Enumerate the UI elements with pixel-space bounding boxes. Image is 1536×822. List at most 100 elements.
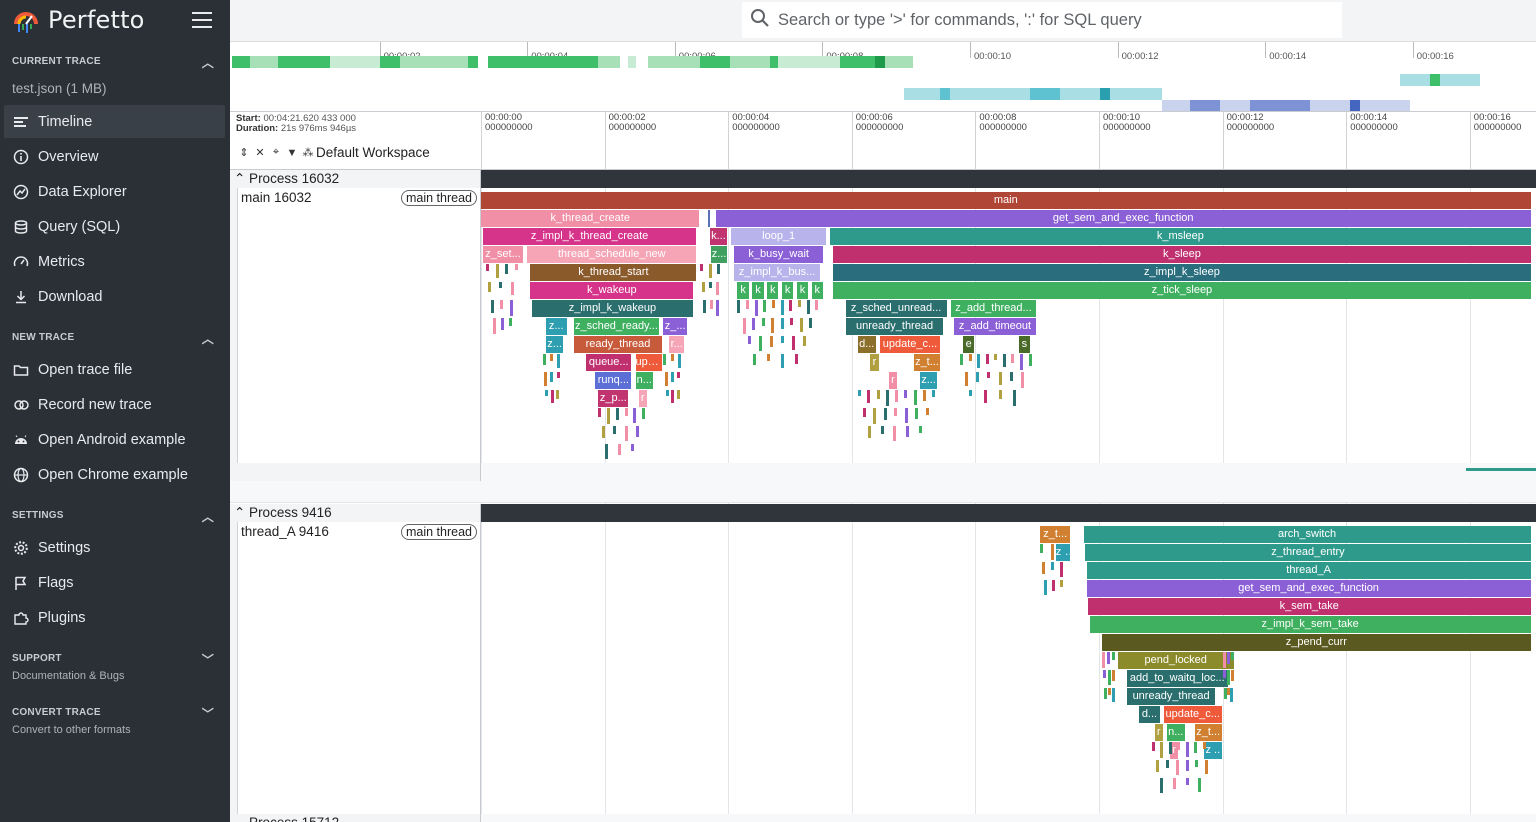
trace-slice[interactable]: k <box>767 282 779 299</box>
trace-slice[interactable]: r... <box>669 336 684 353</box>
thread-track-header[interactable]: main 16032 main thread <box>238 188 481 463</box>
overview-timeline[interactable]: 00:00:0200:00:0400:00:0600:00:0800:00:10… <box>230 42 1536 112</box>
trace-slice[interactable]: z_tick_sleep <box>833 282 1531 299</box>
trace-slice[interactable]: r <box>638 390 647 407</box>
sidebar-item-plugins[interactable]: Plugins <box>4 601 225 634</box>
trace-slice[interactable]: s <box>1018 336 1031 353</box>
trace-slice[interactable]: add_to_waitq_loc... <box>1126 670 1228 687</box>
sidebar-item-overview[interactable]: Overview <box>4 140 225 173</box>
trace-slice[interactable]: d... <box>1139 706 1160 723</box>
section-convert-trace[interactable]: CONVERT TRACE ﹀ <box>12 707 214 721</box>
trace-slice[interactable]: k_thread_start <box>530 264 697 281</box>
trace-slice[interactable]: k <box>752 282 764 299</box>
trace-slice[interactable]: r <box>870 354 879 371</box>
search-input[interactable] <box>778 10 1318 30</box>
trace-slice[interactable]: z_sched_ready... <box>573 318 660 335</box>
trace-slice[interactable]: upd... <box>635 354 663 371</box>
trace-slice[interactable]: k <box>737 282 749 299</box>
trace-slice[interactable]: runq... <box>595 372 632 389</box>
trace-slice[interactable]: k_thread_create <box>481 210 700 227</box>
section-settings[interactable]: SETTINGS ︿ <box>12 510 214 524</box>
trace-slice[interactable]: z_impl_k_wakeup <box>531 300 694 317</box>
trace-slice[interactable]: k <box>781 282 794 299</box>
process-name[interactable]: ⌃ Process 9416 <box>230 504 481 522</box>
trace-slice[interactable]: z_t... <box>913 354 941 371</box>
trace-slice[interactable]: r <box>1154 724 1163 741</box>
track-area[interactable]: ⌃ Process 16032 main 16032 main thread main… <box>230 170 1536 822</box>
trace-slice[interactable] <box>708 210 711 227</box>
trace-slice[interactable]: ready_thread <box>573 336 663 353</box>
trace-slice[interactable]: r <box>888 372 898 389</box>
trace-slice[interactable]: z_impl_k_sleep <box>833 264 1531 281</box>
trace-slice[interactable]: main <box>481 192 1531 209</box>
trace-slice[interactable]: z_add_timeout <box>953 318 1037 335</box>
trace-slice[interactable]: z... <box>545 318 567 335</box>
trace-slice[interactable]: z_impl_k_sem_take <box>1089 616 1531 633</box>
sidebar-item-open-trace-file[interactable]: Open trace file <box>4 353 225 386</box>
trace-slice[interactable]: r <box>1170 742 1179 759</box>
sidebar-item-open-chrome-example[interactable]: Open Chrome example <box>4 458 225 491</box>
section-support[interactable]: SUPPORT ﹀ <box>12 653 214 667</box>
trace-slice[interactable]: z_impl_k_bus... <box>734 264 820 281</box>
trace-slice[interactable]: thread_A <box>1086 562 1531 579</box>
trace-slice[interactable]: z_sched_unread... <box>845 300 947 317</box>
trace-slice[interactable]: get_sem_and_exec_function <box>715 210 1531 227</box>
trace-slice[interactable]: n... <box>635 372 654 389</box>
collapse-all-icon[interactable]: ✕ <box>255 147 265 159</box>
trace-slice[interactable]: k_sem_take <box>1087 598 1531 615</box>
section-current-trace[interactable]: CURRENT TRACE ︿ <box>12 56 214 70</box>
sidebar-item-settings[interactable]: Settings <box>4 531 225 564</box>
sidebar-item-metrics[interactable]: Metrics <box>4 245 225 278</box>
trace-slice[interactable]: d... <box>857 336 876 353</box>
sidebar-item-open-android-example[interactable]: Open Android example <box>4 423 225 456</box>
trace-slice[interactable]: unready_thread <box>845 318 944 335</box>
trace-slice[interactable]: z_thread_entry <box>1085 544 1531 561</box>
trace-slice[interactable]: z_set... <box>482 246 524 263</box>
trace-slice[interactable]: update_c... <box>1163 706 1222 723</box>
trace-slice[interactable]: k <box>796 282 809 299</box>
trace-slice[interactable]: k <box>811 282 823 299</box>
trace-slice[interactable]: k_wakeup <box>530 282 694 299</box>
unpin-icon[interactable]: ⌖ <box>272 146 280 158</box>
trace-slice[interactable]: unready_thread <box>1126 688 1216 705</box>
workspace-name[interactable]: Default Workspace <box>316 145 430 160</box>
trace-slice[interactable]: z_p... <box>598 390 629 407</box>
trace-slice[interactable]: arch_switch <box>1083 526 1531 543</box>
sidebar-item-timeline[interactable]: Timeline <box>4 105 225 138</box>
process-name[interactable]: ⌄ Process 15712 <box>230 814 481 822</box>
trace-slice[interactable]: z... <box>919 372 938 389</box>
trace-slice[interactable]: z_add_thread... <box>950 300 1037 317</box>
sidebar-item-data-explorer[interactable]: Data Explorer <box>4 175 225 208</box>
trace-slice[interactable]: z... <box>710 246 728 263</box>
process-header[interactable]: ⌃ Process 9416 <box>230 504 1536 522</box>
trace-slice[interactable]: pend_locked <box>1117 652 1234 669</box>
trace-slice[interactable]: loop_1 <box>731 228 827 245</box>
trace-slice[interactable]: queue... <box>586 354 632 371</box>
sidebar-item-download[interactable]: Download <box>4 280 225 313</box>
sidebar-item-query[interactable]: Query (SQL) <box>4 210 225 243</box>
section-new-trace[interactable]: NEW TRACE ︿ <box>12 332 214 346</box>
trace-slice[interactable]: update_c... <box>879 336 941 353</box>
trace-slice[interactable]: z... <box>545 336 564 353</box>
trace-slice[interactable]: z_t... <box>1040 526 1071 543</box>
process-header[interactable]: ⌃ Process 16032 <box>230 170 1536 188</box>
menu-toggle-button[interactable] <box>192 12 212 28</box>
trace-slice[interactable]: n... <box>1166 724 1185 741</box>
sidebar-item-flags[interactable]: Flags <box>4 566 225 599</box>
trace-slice[interactable]: get_sem_and_exec_function <box>1086 580 1531 597</box>
omnibox[interactable] <box>742 2 1342 38</box>
trace-slice[interactable]: z_... <box>663 318 688 335</box>
trace-slice[interactable]: thread_schedule_new <box>527 246 697 263</box>
trace-slice[interactable]: k... <box>709 228 728 245</box>
trace-slice[interactable]: k_msleep <box>830 228 1531 245</box>
trace-slice[interactable]: z_impl_k_thread_create <box>482 228 697 245</box>
process-header[interactable]: ⌄ Process 15712 <box>230 814 1536 822</box>
sidebar-item-record-new-trace[interactable]: Record new trace <box>4 388 225 421</box>
expand-all-icon[interactable]: ⇕ <box>239 147 249 159</box>
trace-slice[interactable]: k_sleep <box>833 246 1531 263</box>
trace-slice[interactable]: k_busy_wait <box>734 246 823 263</box>
thread-track-header[interactable]: thread_A 9416 main thread <box>238 522 481 814</box>
filter-icon[interactable]: ▼ <box>286 146 298 159</box>
trace-slice[interactable]: e <box>963 336 975 353</box>
process-name[interactable]: ⌃ Process 16032 <box>230 170 481 188</box>
